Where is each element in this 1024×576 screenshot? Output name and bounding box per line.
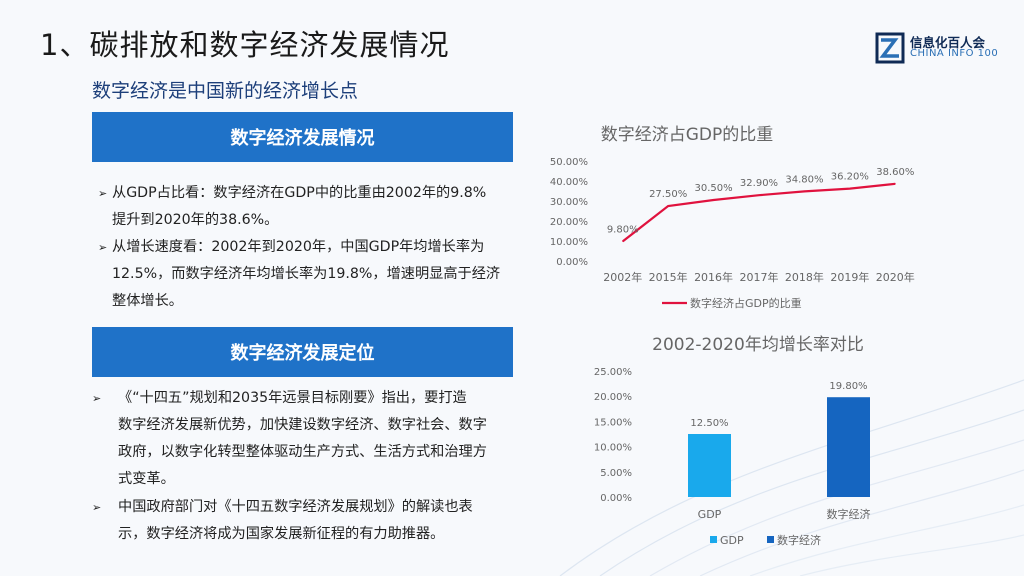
bullet-text: 示，数字经济将成为国家发展新征程的有力助推器。 [118, 526, 445, 542]
section-banner-development: 数字经济发展情况 [92, 112, 513, 162]
data-point [622, 240, 624, 242]
bullet-text: 政府，以数字化转型整体驱动生产方式、生活方式和治理方 [118, 444, 487, 460]
legend-label: 数字经济占GDP的比重 [690, 296, 802, 310]
data-label: 12.50% [690, 418, 728, 429]
page-title: 1、碳排放和数字经济发展情况 [40, 28, 450, 62]
y-tick-label: 50.00% [550, 157, 588, 168]
legend-label: 数字经济 [777, 533, 821, 547]
y-tick-label: 20.00% [550, 217, 588, 228]
x-tick-label: 2020年 [876, 270, 915, 284]
bullet-growth-rate: ➢ 从增长速度看：2002年到2020年，中国GDP年均增长率为 12.5%，而数… [98, 234, 518, 315]
y-tick-label: 0.00% [600, 493, 632, 504]
growth-rate-bar-chart: 2002-2020年均增长率对比 0.00% 5.00% 10.00% 15.00% 20… [594, 335, 871, 547]
logo-name-en: CHINA INFO 100 [910, 48, 999, 59]
bullet-arrow-icon: ➢ [98, 241, 108, 254]
bullet-arrow-icon: ➢ [98, 187, 108, 200]
data-label: 38.60% [876, 167, 914, 178]
data-label: 34.80% [785, 174, 823, 185]
bullet-arrow-icon: ➢ [92, 501, 102, 514]
y-tick-label: 25.00% [594, 367, 632, 378]
x-tick-label: 2016年 [694, 270, 733, 284]
bullet-text: 12.5%，而数字经济年均增长率为19.8%，增速明显高于经济 [112, 266, 501, 282]
y-tick-label: 15.00% [594, 417, 632, 428]
bullet-text: 整体增长。 [112, 293, 183, 309]
data-point [849, 188, 851, 190]
data-point [758, 194, 760, 196]
data-point [894, 183, 896, 185]
data-point [803, 190, 805, 192]
logo: 信息化百人会 CHINA INFO 100 [875, 30, 1005, 70]
chart-title: 2002-2020年均增长率对比 [652, 335, 864, 355]
x-tick-label: 2019年 [830, 270, 869, 284]
page-subtitle: 数字经济是中国新的经济增长点 [92, 80, 359, 102]
x-tick-label: 2018年 [785, 270, 824, 284]
data-label: 36.20% [831, 172, 869, 183]
bullet-government-interpretation: ➢ 中国政府部门对《十四五数字经济发展规划》的解读也表 示，数字经济将成为国家发展… [92, 494, 516, 548]
y-tick-label: 10.00% [550, 237, 588, 248]
x-tick-label: 2002年 [603, 270, 642, 284]
y-tick-label: 20.00% [594, 392, 632, 403]
data-point [713, 199, 715, 201]
y-tick-label: 0.00% [556, 257, 588, 268]
bullet-text: 数字经济发展新优势，加快建设数字经济、数字社会、数字 [118, 417, 487, 433]
y-tick-label: 30.00% [550, 197, 588, 208]
logo-name-cn: 信息化百人会 [910, 35, 986, 50]
legend-swatch [710, 536, 717, 543]
bullet-text: 中国政府部门对《十四五数字经济发展规划》的解读也表 [118, 499, 473, 515]
data-label: 32.90% [740, 178, 778, 189]
bullet-gdp-share: ➢ 从GDP占比看：数字经济在GDP中的比重由2002年的9.8% 提升到2020… [98, 180, 518, 234]
data-label: 9.80% [607, 224, 639, 235]
bullet-text: 《“十四五”规划和2035年远景目标刚要》指出，要打造 [118, 390, 467, 406]
data-label: 19.80% [829, 381, 867, 392]
y-tick-label: 40.00% [550, 177, 588, 188]
x-tick-label: 2015年 [649, 270, 688, 284]
bullet-arrow-icon: ➢ [92, 392, 102, 405]
bullet-text: 从GDP占比看：数字经济在GDP中的比重由2002年的9.8% [112, 185, 487, 201]
data-label: 30.50% [695, 183, 733, 194]
x-tick-label: 数字经济 [827, 507, 871, 521]
data-point [667, 205, 669, 207]
bar [827, 397, 870, 497]
logo-icon [875, 32, 905, 64]
data-label: 27.50% [649, 189, 687, 200]
chart-title: 数字经济占GDP的比重 [601, 125, 774, 145]
x-tick-label: GDP [698, 508, 722, 521]
legend-label: GDP [720, 534, 744, 547]
x-tick-label: 2017年 [740, 270, 779, 284]
y-tick-label: 10.00% [594, 443, 632, 454]
digital-economy-share-line-chart: 数字经济占GDP的比重 0.00% 10.00% 20.00% 30.00% 40.00%… [550, 125, 915, 310]
y-tick-label: 5.00% [600, 468, 632, 479]
legend-swatch [767, 536, 774, 543]
bullet-text: 提升到2020年的38.6%。 [112, 212, 279, 228]
section-banner-positioning: 数字经济发展定位 [92, 327, 513, 377]
bullet-text: 式变革。 [118, 471, 175, 487]
bar [688, 434, 731, 497]
bullet-text: 从增长速度看：2002年到2020年，中国GDP年均增长率为 [112, 239, 485, 255]
bullet-five-year-plan: ➢ 《“十四五”规划和2035年远景目标刚要》指出，要打造 数字经济发展新优势，加… [92, 385, 516, 493]
